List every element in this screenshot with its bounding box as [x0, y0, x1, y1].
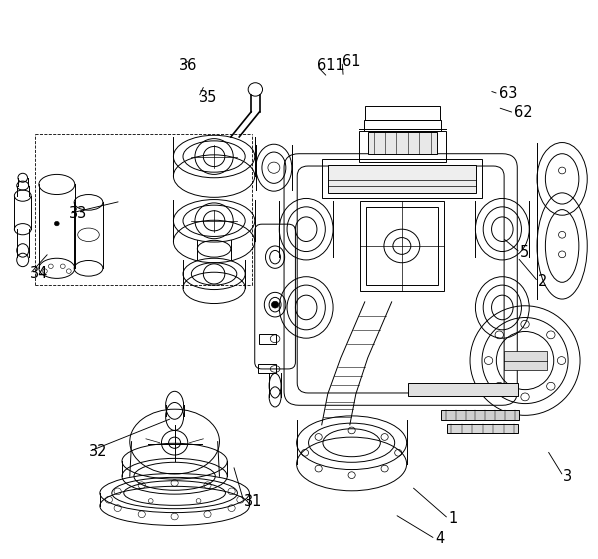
Text: 63: 63 — [499, 87, 517, 101]
Bar — [368, 132, 437, 154]
Bar — [359, 131, 446, 162]
Bar — [322, 159, 482, 198]
Bar — [447, 424, 518, 433]
Bar — [364, 120, 441, 131]
Bar — [366, 207, 438, 285]
Bar — [365, 106, 440, 120]
Bar — [504, 351, 547, 370]
Text: 35: 35 — [199, 90, 217, 105]
Bar — [408, 383, 518, 396]
Text: 4: 4 — [435, 532, 444, 546]
Bar — [259, 334, 276, 344]
Bar — [258, 364, 276, 373]
Text: 36: 36 — [179, 59, 198, 73]
Text: 5: 5 — [520, 245, 529, 260]
Text: 2: 2 — [538, 274, 548, 289]
Bar — [360, 201, 444, 291]
Text: 33: 33 — [69, 206, 87, 221]
Circle shape — [271, 301, 279, 308]
Text: 62: 62 — [514, 106, 533, 120]
Text: 32: 32 — [89, 444, 107, 459]
Bar — [441, 410, 519, 420]
Text: 1: 1 — [448, 511, 457, 526]
Circle shape — [54, 221, 59, 226]
Text: 611: 611 — [317, 59, 344, 73]
Text: 3: 3 — [563, 469, 572, 484]
Text: 34: 34 — [30, 267, 48, 281]
Bar — [328, 165, 476, 193]
Text: 61: 61 — [342, 54, 361, 69]
Text: 31: 31 — [244, 495, 263, 509]
